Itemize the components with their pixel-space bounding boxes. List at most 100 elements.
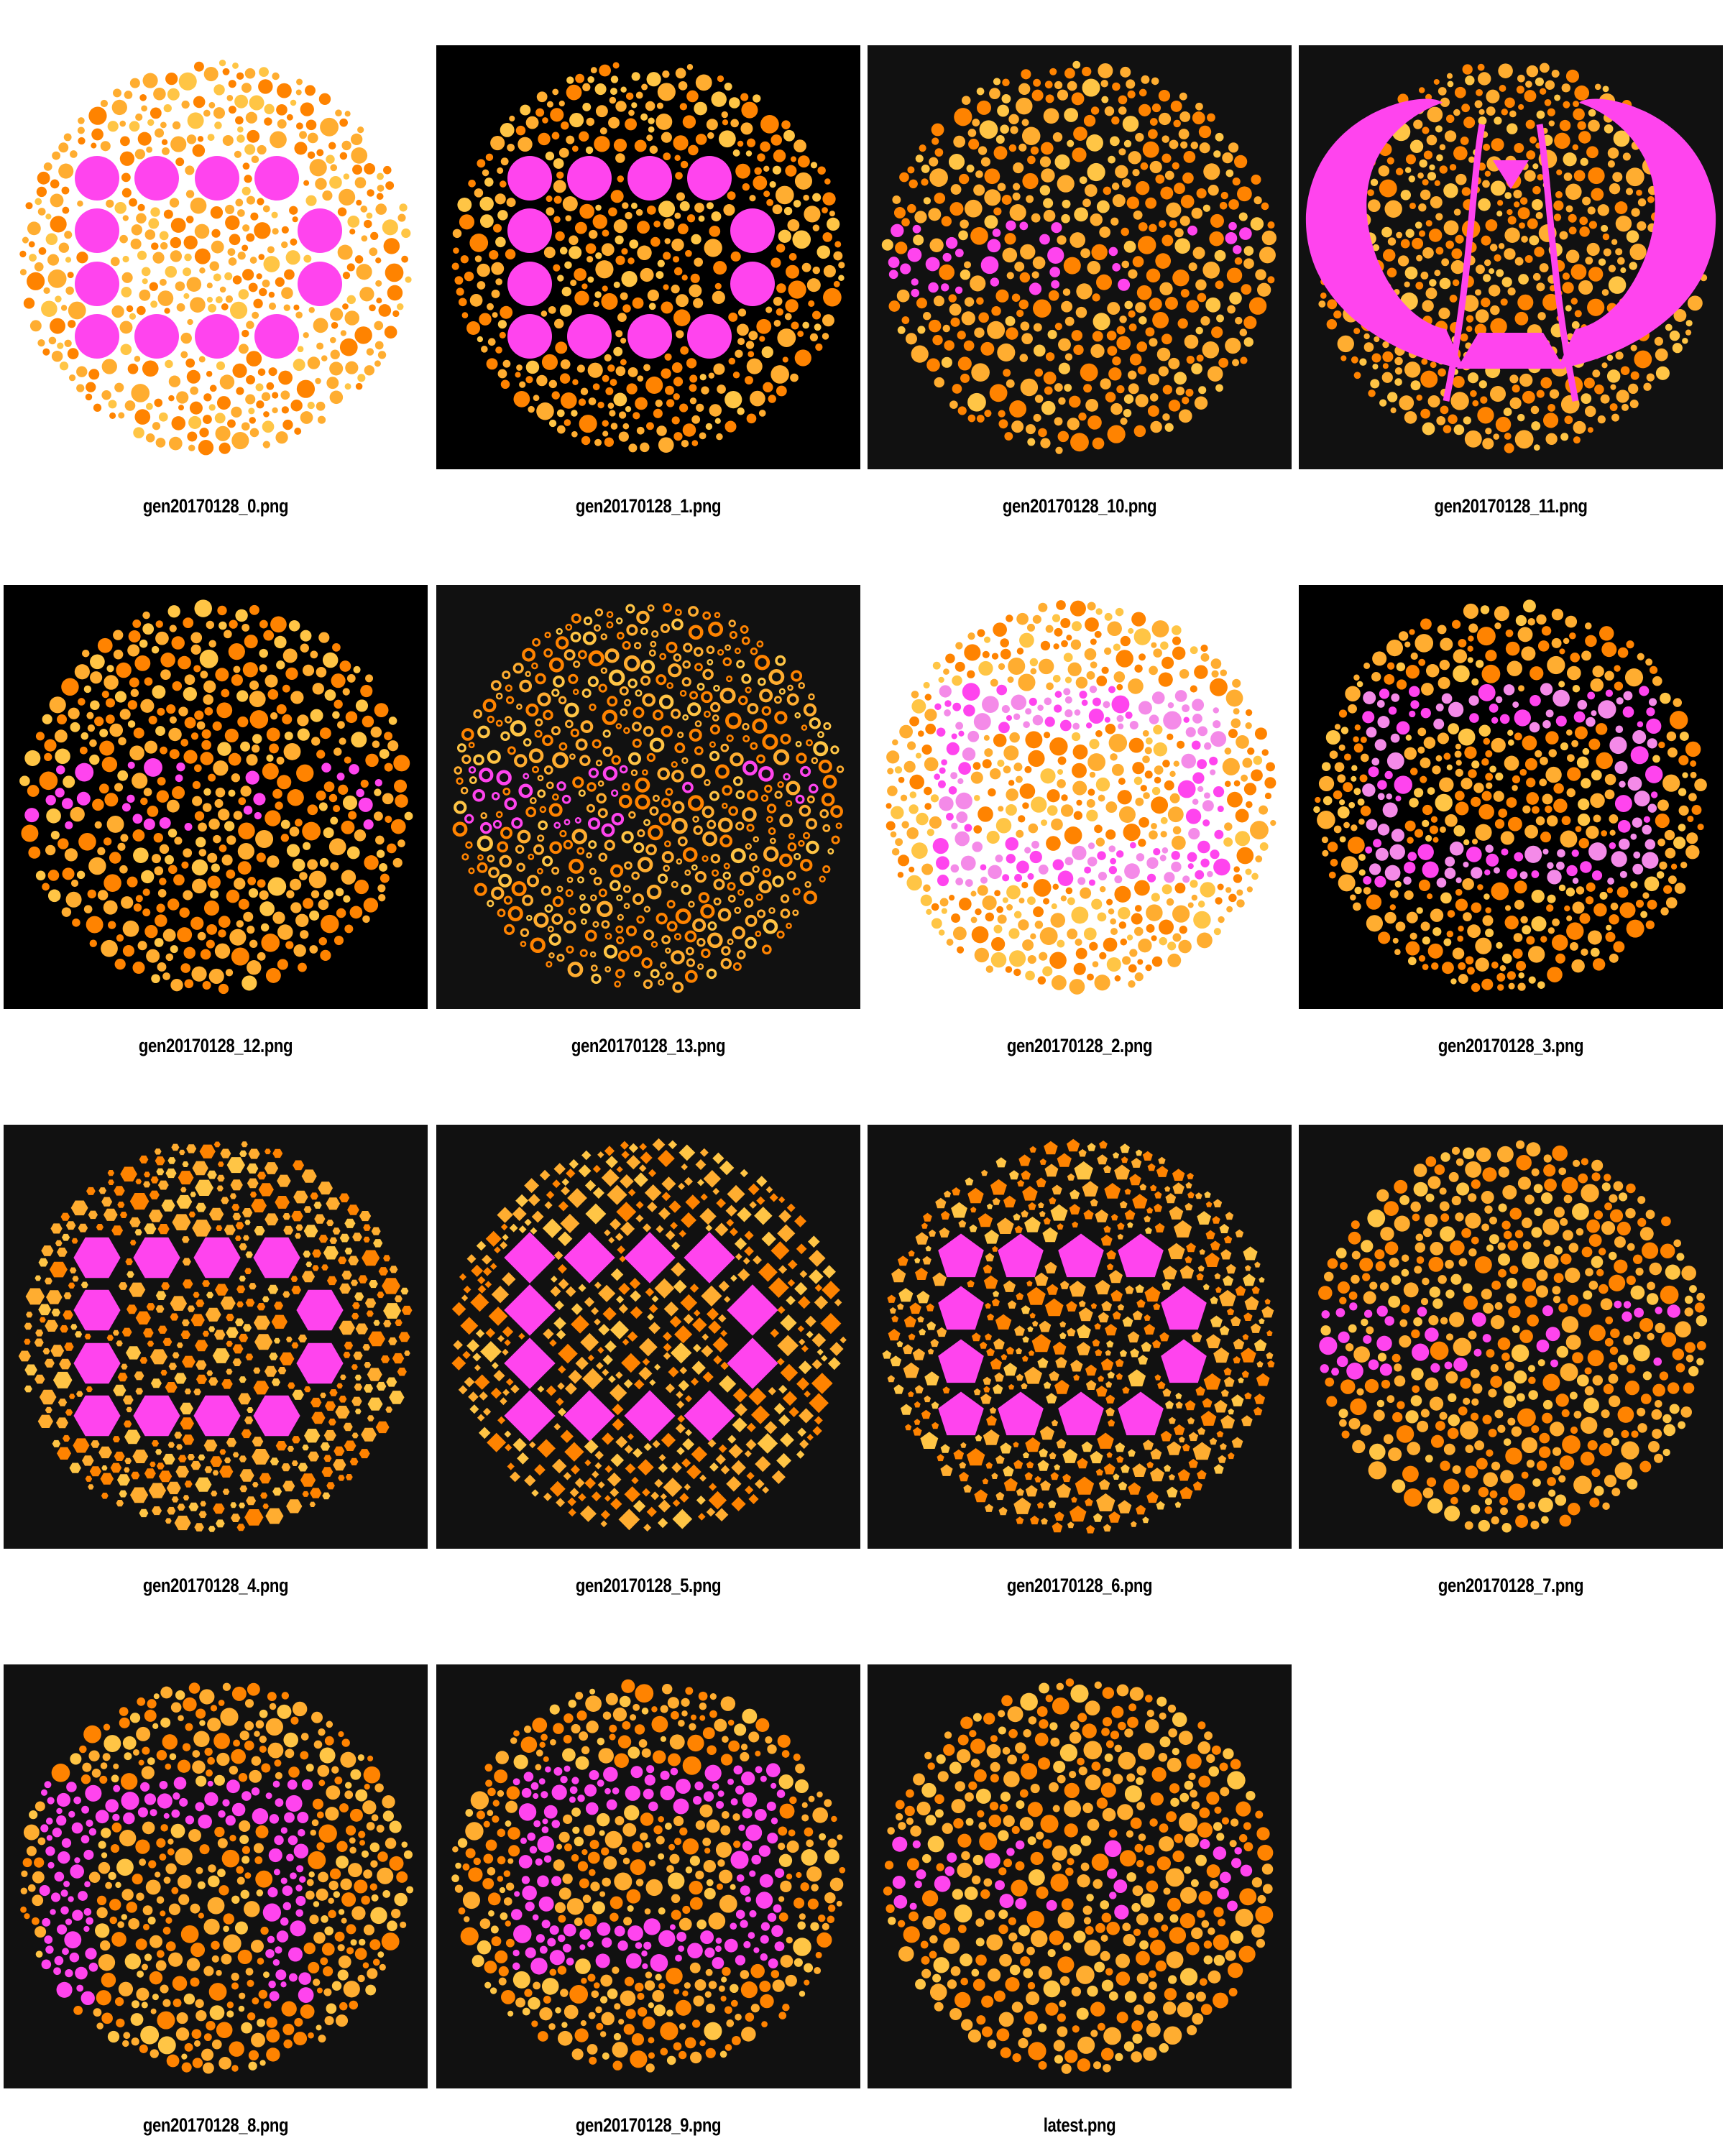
thumbnail-filename[interactable]: gen20170128_6.png <box>1006 1575 1153 1596</box>
plate-graphic <box>436 1125 860 1549</box>
gallery-thumbnail[interactable] <box>4 45 428 469</box>
thumbnail-filename[interactable]: gen20170128_5.png <box>575 1575 722 1596</box>
magenta-marker <box>75 208 119 253</box>
magenta-marker <box>687 314 732 359</box>
magenta-marker <box>73 1342 121 1384</box>
gallery-thumbnail[interactable] <box>868 45 1292 469</box>
gallery-thumbnail[interactable] <box>4 1664 428 2088</box>
magenta-marker <box>75 262 119 306</box>
magenta-marker <box>684 1232 735 1284</box>
dot-field <box>881 60 1277 454</box>
thumbnail-filename[interactable]: gen20170128_11.png <box>1434 495 1588 517</box>
magenta-marker <box>1118 1233 1164 1278</box>
magenta-marker <box>998 1233 1044 1278</box>
dot-field <box>451 1679 846 2073</box>
magenta-marker <box>1058 1233 1104 1278</box>
thumbnail-filename[interactable]: gen20170128_3.png <box>1438 1035 1584 1056</box>
magenta-marker <box>507 156 552 201</box>
magenta-marker <box>1058 1391 1104 1436</box>
gallery-thumbnail[interactable] <box>868 1664 1292 2088</box>
thumbnail-filename[interactable]: gen20170128_10.png <box>1002 495 1157 517</box>
dot-field <box>19 59 412 456</box>
plate-graphic <box>868 1125 1292 1549</box>
gallery-thumbnail[interactable] <box>4 585 428 1009</box>
magenta-marker <box>507 314 552 359</box>
gallery-thumbnail[interactable] <box>436 1125 860 1549</box>
emblem-shape <box>1457 333 1565 369</box>
magenta-marker <box>75 314 119 359</box>
dot-field <box>452 603 845 993</box>
magenta-marker <box>1161 1339 1207 1383</box>
gallery-thumbnail[interactable] <box>1299 1125 1723 1549</box>
magenta-marker <box>298 208 342 253</box>
plate-graphic <box>1299 585 1723 1009</box>
magenta-marker <box>624 1232 676 1284</box>
gallery-thumbnail[interactable] <box>1299 45 1723 469</box>
magenta-marker <box>504 1232 556 1284</box>
emblem-shape <box>1443 124 1486 402</box>
thumbnail-filename[interactable]: gen20170128_2.png <box>1006 1035 1153 1056</box>
magenta-marker <box>133 1237 180 1279</box>
plate-graphic <box>436 1664 860 2088</box>
magenta-marker <box>254 156 299 201</box>
dot-field <box>20 1682 414 2074</box>
dot-field <box>882 1138 1275 1534</box>
magenta-marker <box>195 314 239 359</box>
magenta-marker <box>193 1395 241 1437</box>
thumbnail-filename[interactable]: gen20170128_0.png <box>142 495 289 517</box>
thumbnail-filename[interactable]: latest.png <box>1043 2114 1116 2136</box>
plate-graphic <box>4 1664 428 2088</box>
gallery-thumbnail[interactable] <box>436 45 860 469</box>
plate-graphic <box>868 1664 1292 2088</box>
thumbnail-filename[interactable]: gen20170128_8.png <box>142 2114 289 2136</box>
plate-graphic <box>868 45 1292 469</box>
gallery-thumbnail[interactable] <box>436 1664 860 2088</box>
magenta-marker <box>298 262 342 306</box>
dot-field <box>451 1138 847 1532</box>
magenta-marker <box>73 1289 121 1331</box>
plate-graphic <box>868 585 1292 1009</box>
magenta-marker <box>998 1391 1044 1436</box>
dot-field <box>451 62 845 453</box>
magenta-marker <box>567 156 612 201</box>
thumbnail-filename[interactable]: gen20170128_12.png <box>138 1035 293 1056</box>
gallery-thumbnail[interactable] <box>4 1125 428 1549</box>
thumbnail-filename[interactable]: gen20170128_1.png <box>575 495 722 517</box>
magenta-marker <box>938 1233 984 1278</box>
magenta-marker <box>687 156 732 201</box>
gallery-thumbnail[interactable] <box>1299 585 1723 1009</box>
thumbnail-filename[interactable]: gen20170128_7.png <box>1438 1575 1584 1596</box>
magenta-marker <box>504 1284 556 1336</box>
emblem-shape <box>1536 124 1579 402</box>
magenta-marker <box>727 1284 778 1336</box>
plate-graphic <box>4 45 428 469</box>
dot-field <box>886 600 1276 995</box>
magenta-marker <box>627 156 672 201</box>
dot-field <box>18 1141 413 1532</box>
dot-field <box>1313 599 1707 992</box>
thumbnail-filename[interactable]: gen20170128_13.png <box>571 1035 726 1056</box>
dot-field <box>19 599 413 995</box>
gallery-thumbnail[interactable] <box>868 585 1292 1009</box>
magenta-marker <box>730 262 775 306</box>
magenta-marker <box>253 1395 300 1437</box>
magenta-marker <box>1161 1286 1207 1330</box>
magenta-marker <box>254 314 299 359</box>
magenta-marker <box>296 1289 344 1331</box>
dot-field <box>1318 1140 1708 1533</box>
magenta-marker <box>193 1237 241 1279</box>
magenta-marker <box>507 208 552 253</box>
thumbnail-filename[interactable]: gen20170128_4.png <box>142 1575 289 1596</box>
magenta-marker <box>1118 1391 1164 1436</box>
magenta-marker <box>627 314 672 359</box>
thumbnail-filename[interactable]: gen20170128_9.png <box>575 2114 722 2136</box>
magenta-marker <box>938 1391 984 1436</box>
magenta-marker <box>195 156 239 201</box>
emblem-shape <box>1493 160 1529 189</box>
magenta-marker <box>134 314 179 359</box>
magenta-marker <box>75 156 119 201</box>
gallery-thumbnail[interactable] <box>436 585 860 1009</box>
gallery-thumbnail[interactable] <box>868 1125 1292 1549</box>
plate-graphic <box>4 585 428 1009</box>
